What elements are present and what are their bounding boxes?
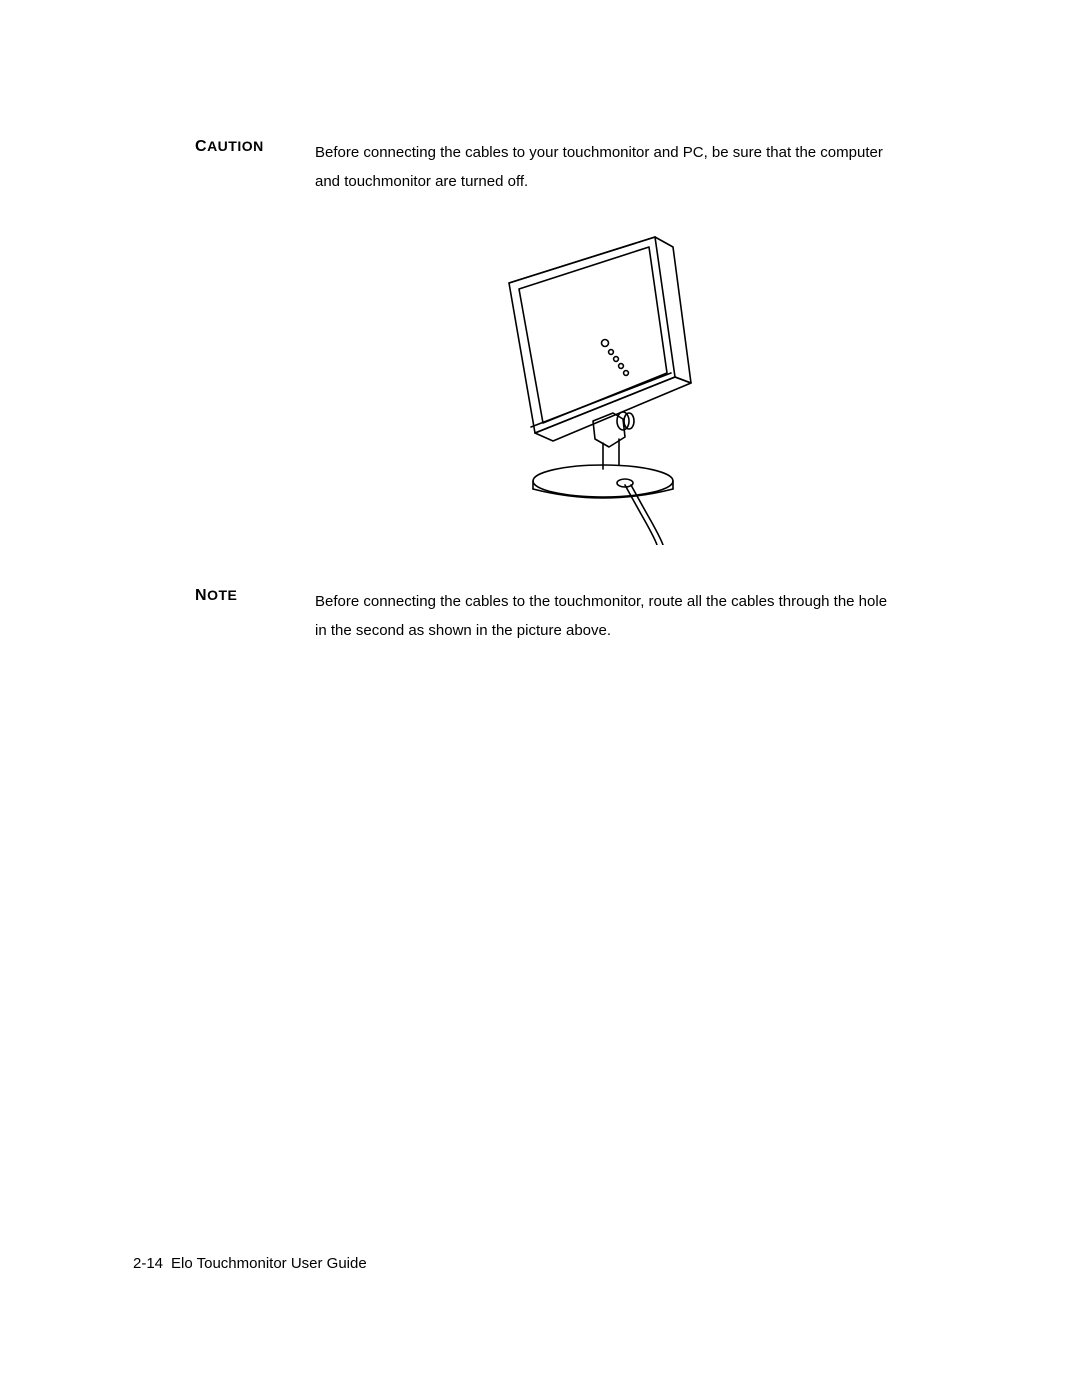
caution-block: CAUTION Before connecting the cables to …: [195, 138, 895, 197]
page-content: CAUTION Before connecting the cables to …: [195, 138, 895, 673]
caution-label: CAUTION: [195, 138, 264, 154]
page-footer: 2-14 Elo Touchmonitor User Guide: [133, 1255, 367, 1272]
note-block: NOTE Before connecting the cables to the…: [195, 587, 895, 646]
touchmonitor-line-drawing-icon: [475, 225, 735, 545]
caution-label-col: CAUTION: [195, 138, 315, 156]
touchmonitor-illustration: [195, 225, 895, 545]
page-number: 2-14: [133, 1255, 163, 1272]
guide-title: Elo Touchmonitor User Guide: [171, 1255, 367, 1272]
note-label: NOTE: [195, 587, 237, 603]
note-text: Before connecting the cables to the touc…: [315, 587, 895, 646]
caution-text: Before connecting the cables to your tou…: [315, 138, 895, 197]
note-body-col: Before connecting the cables to the touc…: [315, 587, 895, 646]
note-label-col: NOTE: [195, 587, 315, 605]
caution-body-col: Before connecting the cables to your tou…: [315, 138, 895, 197]
